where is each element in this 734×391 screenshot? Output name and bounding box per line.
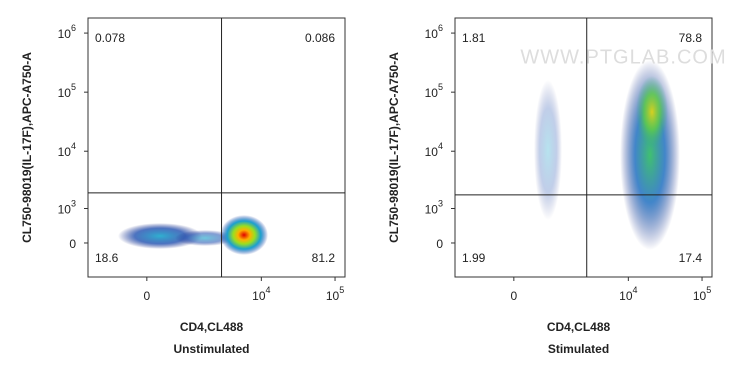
x-tick-label-exponent: 4 [266,285,271,295]
quadrant-label: 0.086 [305,31,335,45]
y-tick-label-base: 10 [425,203,439,217]
y-axis-label: CL750-98019(IL-17F),APC-A750-A [20,52,34,243]
y-tick-label: 106 [58,23,76,41]
y-tick-label-base: 10 [58,27,72,41]
y-tick-label: 104 [425,142,443,160]
x-tick-label-exponent: 5 [339,285,344,295]
plot-frame [87,17,346,278]
y-tick-label-base: 10 [425,145,439,159]
x-tick-label-base: 10 [693,289,707,303]
x-tick-label: 105 [693,285,711,303]
y-tick-label-exponent: 6 [438,23,443,33]
y-tick-label: 103 [58,199,76,217]
y-tick-label: 103 [425,199,443,217]
y-tick-label-base: 10 [425,27,439,41]
y-tick-label-exponent: 6 [71,23,76,33]
quadrant-label: 78.8 [679,31,703,45]
quadrant-label: 18.6 [95,251,119,265]
x-tick-label: 105 [326,285,344,303]
y-tick-label-base: 10 [425,86,439,100]
y-tick-label-base: 10 [58,86,72,100]
x-tick-label-base: 10 [252,289,266,303]
x-tick-label-base: 10 [619,289,633,303]
quadrant-label: 1.99 [462,251,486,265]
y-tick-label-exponent: 4 [438,142,443,152]
y-tick-label-exponent: 4 [71,142,76,152]
x-axis-label: CD4,CL488 [547,320,611,334]
caption: Unstimulated [173,342,249,356]
plot-frame [454,17,713,278]
y-tick-label-base: 10 [58,145,72,159]
quadrant-label: 81.2 [312,251,336,265]
x-axis-label: CD4,CL488 [180,320,244,334]
quadrant-label: 0.078 [95,31,125,45]
y-tick-label-exponent: 5 [71,83,76,93]
y-tick-label: 105 [425,83,443,101]
y-tick-label-exponent: 3 [438,199,443,209]
y-tick-label: 0 [436,237,443,251]
x-tick-label: 104 [619,285,637,303]
x-tick-label-exponent: 4 [633,285,638,295]
x-tick-label: 0 [143,289,150,303]
x-tick-label-exponent: 5 [706,285,711,295]
quadrant-label: 17.4 [679,251,703,265]
y-tick-label-base: 10 [58,203,72,217]
x-tick-label: 0 [510,289,517,303]
y-axis-label: CL750-98019(IL-17F),APC-A750-A [387,52,401,243]
y-tick-label: 105 [58,83,76,101]
quadrant-label: 1.81 [462,31,486,45]
y-tick-label-exponent: 3 [71,199,76,209]
y-tick-label-exponent: 5 [438,83,443,93]
x-tick-label-base: 10 [326,289,340,303]
y-tick-label: 0 [69,237,76,251]
caption: Stimulated [548,342,609,356]
x-tick-label: 104 [252,285,270,303]
watermark: WWW.PTGLAB.COM [520,46,726,68]
y-tick-label: 106 [425,23,443,41]
y-tick-label: 104 [58,142,76,160]
density-left [118,215,268,255]
density-right [534,60,680,250]
